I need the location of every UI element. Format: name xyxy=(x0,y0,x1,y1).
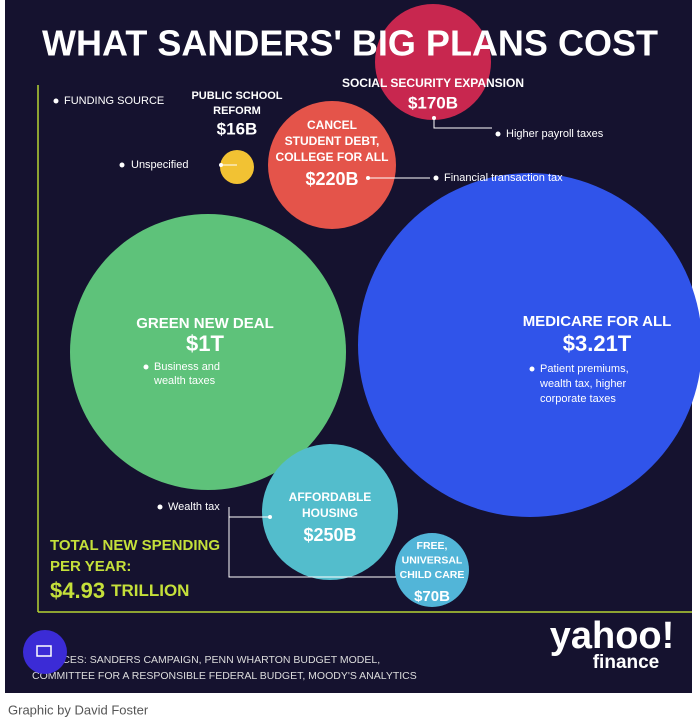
caption: Graphic by David Foster xyxy=(8,702,149,717)
bubble-value: $3.21T xyxy=(563,331,632,356)
text-line: CANCEL xyxy=(307,118,357,132)
bubble xyxy=(395,533,469,607)
bubble-name: FREE, UNIVERSAL CHILD CARE xyxy=(400,540,465,581)
text-line: PUBLIC SCHOOL xyxy=(191,90,282,102)
legend-label: FUNDING SOURCE xyxy=(64,95,164,107)
bubble xyxy=(262,444,398,580)
text-line: CHILD CARE xyxy=(400,569,465,581)
bubbles: SOCIAL SECURITY EXPANSION $170B PUBLIC SCH… xyxy=(70,4,700,607)
text-line: COLLEGE FOR ALL xyxy=(276,150,389,164)
bullet xyxy=(432,116,436,120)
bubble xyxy=(70,214,346,490)
bubble xyxy=(268,101,396,229)
bubble xyxy=(220,150,254,184)
annotation: Financial transaction tax xyxy=(444,172,563,184)
total-label: TOTAL NEW SPENDING PER YEAR: xyxy=(50,537,220,575)
bubble xyxy=(375,4,491,120)
text-line: SOURCES: SANDERS CAMPAIGN, PENN WHARTON … xyxy=(32,654,380,666)
text-line: PER YEAR: xyxy=(50,558,131,575)
bubble-name: CANCEL STUDENT DEBT, COLLEGE FOR ALL xyxy=(276,118,389,164)
bullet xyxy=(143,364,149,370)
bubble-value: $250B xyxy=(303,525,356,545)
text-line: COMMITTEE FOR A RESPONSIBLE FEDERAL BUDG… xyxy=(32,670,417,682)
bullet xyxy=(53,98,59,104)
sources: SOURCES: SANDERS CAMPAIGN, PENN WHARTON … xyxy=(32,654,417,682)
text-line: corporate taxes xyxy=(540,393,616,405)
annotation: Business and wealth taxes xyxy=(153,361,220,387)
bubble-name: SOCIAL SECURITY EXPANSION xyxy=(342,76,524,90)
text-line: STUDENT DEBT, xyxy=(285,134,380,148)
bubble-value: $70B xyxy=(414,588,450,605)
total-value: $4.93 TRILLION xyxy=(50,578,189,603)
bubble-name: MEDICARE FOR ALL xyxy=(523,313,672,330)
bubble xyxy=(358,173,700,517)
bullet xyxy=(529,366,535,372)
text-line: AFFORDABLE xyxy=(289,490,372,504)
bullet xyxy=(366,176,370,180)
bullet xyxy=(495,131,501,137)
bubble-name: GREEN NEW DEAL xyxy=(136,315,274,332)
bubble-value: $220B xyxy=(305,169,358,189)
connector xyxy=(228,507,396,578)
text-line: Business and xyxy=(154,361,220,373)
bubble-name: PUBLIC SCHOOL REFORM xyxy=(191,90,282,117)
annotation: Patient premiums, wealth tax, higher corpo… xyxy=(539,363,629,405)
text-line: GREEN NEW DEAL xyxy=(136,315,274,332)
text-line: Patient premiums, xyxy=(540,363,629,375)
bullet xyxy=(219,163,223,167)
gallery-icon xyxy=(36,645,52,657)
text-line: TOTAL NEW SPENDING xyxy=(50,537,220,554)
text-line: MEDICARE FOR ALL xyxy=(523,313,672,330)
connector xyxy=(433,118,492,129)
bubble-value: $16B xyxy=(217,119,258,138)
title: WHAT SANDERS' BIG PLANS COST xyxy=(42,23,658,64)
annotation: Wealth tax xyxy=(168,501,220,513)
bullet xyxy=(157,504,163,510)
annotation: Unspecified xyxy=(131,159,188,171)
text-line: SOCIAL SECURITY EXPANSION xyxy=(342,76,524,90)
bullet xyxy=(268,515,272,519)
text-line: UNIVERSAL xyxy=(402,554,463,566)
logo-brand: yahoo! xyxy=(550,615,675,657)
total-amount: $4.93 xyxy=(50,578,105,603)
text-line: wealth tax, higher xyxy=(539,378,627,390)
bullet xyxy=(119,162,125,168)
text-line: REFORM xyxy=(213,105,261,117)
bullet xyxy=(433,175,439,181)
bubble-value: $170B xyxy=(408,93,458,112)
text-line: FREE, xyxy=(417,540,448,552)
text-line: wealth taxes xyxy=(153,375,216,387)
bubble-name: AFFORDABLE HOUSING xyxy=(289,490,372,520)
annotation: Higher payroll taxes xyxy=(506,128,604,140)
gallery-button[interactable] xyxy=(23,630,67,674)
logo-sub: finance xyxy=(593,652,660,673)
text-line: HOUSING xyxy=(302,506,358,520)
bubble-value: $1T xyxy=(186,331,224,356)
total-unit: TRILLION xyxy=(111,581,189,600)
